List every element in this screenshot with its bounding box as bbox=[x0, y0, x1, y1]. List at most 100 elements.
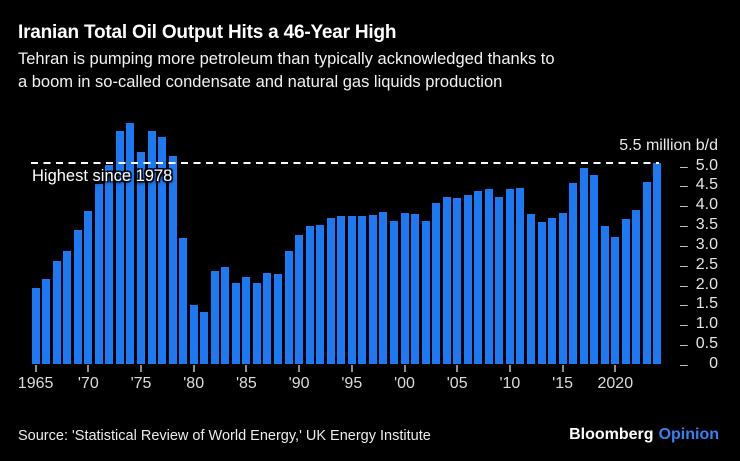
bar-1993 bbox=[326, 217, 335, 364]
bar-1999 bbox=[389, 221, 398, 364]
bar-2010 bbox=[505, 189, 514, 364]
bar-2015 bbox=[558, 212, 567, 364]
x-tick-mark-1990 bbox=[298, 365, 301, 372]
x-tick-mark-1975 bbox=[140, 365, 142, 372]
x-tick-mark-2020 bbox=[614, 365, 617, 372]
x-tick-mark-1970 bbox=[87, 365, 90, 372]
brand-logo: Bloomberg Opinion bbox=[569, 426, 719, 444]
y-tick-dash: – bbox=[680, 177, 688, 194]
y-tick-4.5: –4.5 bbox=[680, 176, 718, 194]
y-tick-label: 5.0 bbox=[695, 156, 718, 174]
x-tick-label-1980: '80 bbox=[183, 375, 205, 392]
bar-2006 bbox=[463, 194, 472, 364]
bar-2005 bbox=[453, 197, 462, 364]
bar-1967 bbox=[52, 260, 61, 364]
bar-1995 bbox=[347, 215, 356, 364]
x-tick-mark-1985 bbox=[245, 365, 248, 372]
y-tick-dash: – bbox=[680, 276, 688, 293]
bar-2024 bbox=[653, 162, 662, 364]
y-tick-5.0: –5.0 bbox=[680, 157, 718, 175]
bloomberg-wordmark: Bloomberg bbox=[569, 426, 654, 443]
y-tick-4.0: –4.0 bbox=[680, 196, 718, 214]
y-tick-3.5: –3.5 bbox=[680, 216, 718, 234]
x-tick-mark-1980 bbox=[192, 365, 195, 372]
bar-1971 bbox=[94, 183, 103, 364]
x-tick-label-2010: '10 bbox=[499, 375, 521, 392]
y-tick-label: 4.5 bbox=[695, 176, 718, 194]
chart-subtitle-line2: a boom in so-called condensate and natur… bbox=[18, 73, 503, 91]
bar-2011 bbox=[516, 188, 525, 364]
chart-title: Iranian Total Oil Output Hits a 46-Year … bbox=[18, 22, 397, 43]
y-tick-2.0: –2.0 bbox=[680, 276, 718, 294]
y-tick-label: 0 bbox=[709, 355, 718, 372]
chart-subtitle: Tehran is pumping more petroleum than ty… bbox=[18, 48, 718, 94]
bar-2023 bbox=[642, 182, 651, 364]
bar-2019 bbox=[600, 226, 609, 364]
bar-1973 bbox=[115, 131, 124, 364]
bar-1984 bbox=[231, 283, 240, 364]
bar-1983 bbox=[221, 267, 230, 364]
y-tick-label: 3.5 bbox=[695, 216, 718, 233]
x-tick-label-1970: '70 bbox=[77, 375, 99, 392]
bar-1990 bbox=[295, 235, 304, 364]
x-tick-mark-1995 bbox=[350, 365, 353, 372]
y-tick-label: 1.5 bbox=[695, 295, 718, 313]
bar-1969 bbox=[73, 229, 82, 364]
x-tick-label-2020: 2020 bbox=[597, 375, 634, 392]
bar-2017 bbox=[579, 167, 588, 364]
bar-1965 bbox=[31, 288, 40, 364]
x-tick-label-2005: '05 bbox=[446, 375, 468, 392]
x-tick-label-2015: '15 bbox=[552, 375, 574, 392]
bar-2014 bbox=[548, 218, 557, 364]
y-tick-dash: – bbox=[680, 356, 688, 372]
y-tick-0: –0 bbox=[680, 355, 718, 373]
bar-2004 bbox=[442, 197, 451, 364]
bar-1997 bbox=[368, 214, 377, 364]
x-tick-mark-2010 bbox=[508, 365, 511, 372]
reference-line bbox=[31, 161, 659, 164]
x-tick-label-1990: '90 bbox=[288, 375, 310, 392]
opinion-wordmark: Opinion bbox=[658, 426, 719, 443]
y-tick-label: 2.5 bbox=[695, 255, 718, 273]
bar-2012 bbox=[526, 214, 535, 364]
bar-1974 bbox=[126, 123, 135, 364]
x-tick-label-1995: '95 bbox=[341, 375, 363, 392]
bar-1977 bbox=[158, 137, 167, 364]
bar-1996 bbox=[358, 215, 367, 364]
y-tick-dash: – bbox=[680, 236, 688, 253]
y-tick-label: 4.0 bbox=[695, 196, 718, 214]
y-tick-label: 0.5 bbox=[695, 335, 718, 353]
bar-1979 bbox=[179, 238, 188, 364]
x-tick-mark-2015 bbox=[561, 365, 564, 372]
x-tick-label-1975: '75 bbox=[130, 375, 152, 392]
bar-1985 bbox=[242, 277, 251, 364]
bar-2013 bbox=[537, 221, 546, 364]
bar-1986 bbox=[252, 283, 261, 364]
reference-line-label: Highest since 1978 bbox=[32, 166, 173, 185]
bar-2018 bbox=[590, 175, 599, 364]
bar-1987 bbox=[263, 272, 272, 364]
x-tick-label-1965: 1965 bbox=[17, 375, 54, 392]
bar-2021 bbox=[621, 218, 630, 364]
plot-area bbox=[31, 0, 665, 364]
y-tick-dash: – bbox=[680, 316, 688, 333]
y-tick-0.5: –0.5 bbox=[680, 335, 718, 353]
bar-1991 bbox=[305, 226, 314, 364]
bar-2016 bbox=[569, 183, 578, 364]
bar-1968 bbox=[63, 251, 72, 364]
y-tick-2.5: –2.5 bbox=[680, 256, 718, 274]
bar-1972 bbox=[105, 164, 114, 364]
y-axis-unit-label: 5.5 million b/d bbox=[619, 136, 718, 154]
bar-2002 bbox=[421, 220, 430, 364]
y-tick-1.5: –1.5 bbox=[680, 295, 718, 313]
bar-1998 bbox=[379, 211, 388, 364]
y-tick-dash: – bbox=[680, 296, 688, 313]
bar-2008 bbox=[484, 189, 493, 364]
bar-2003 bbox=[432, 203, 441, 364]
y-tick-dash: – bbox=[680, 336, 688, 353]
bar-1970 bbox=[84, 211, 93, 364]
source-text: Source: 'Statistical Review of World Ene… bbox=[18, 428, 431, 444]
bar-1988 bbox=[274, 273, 283, 364]
y-tick-dash: – bbox=[680, 197, 688, 214]
